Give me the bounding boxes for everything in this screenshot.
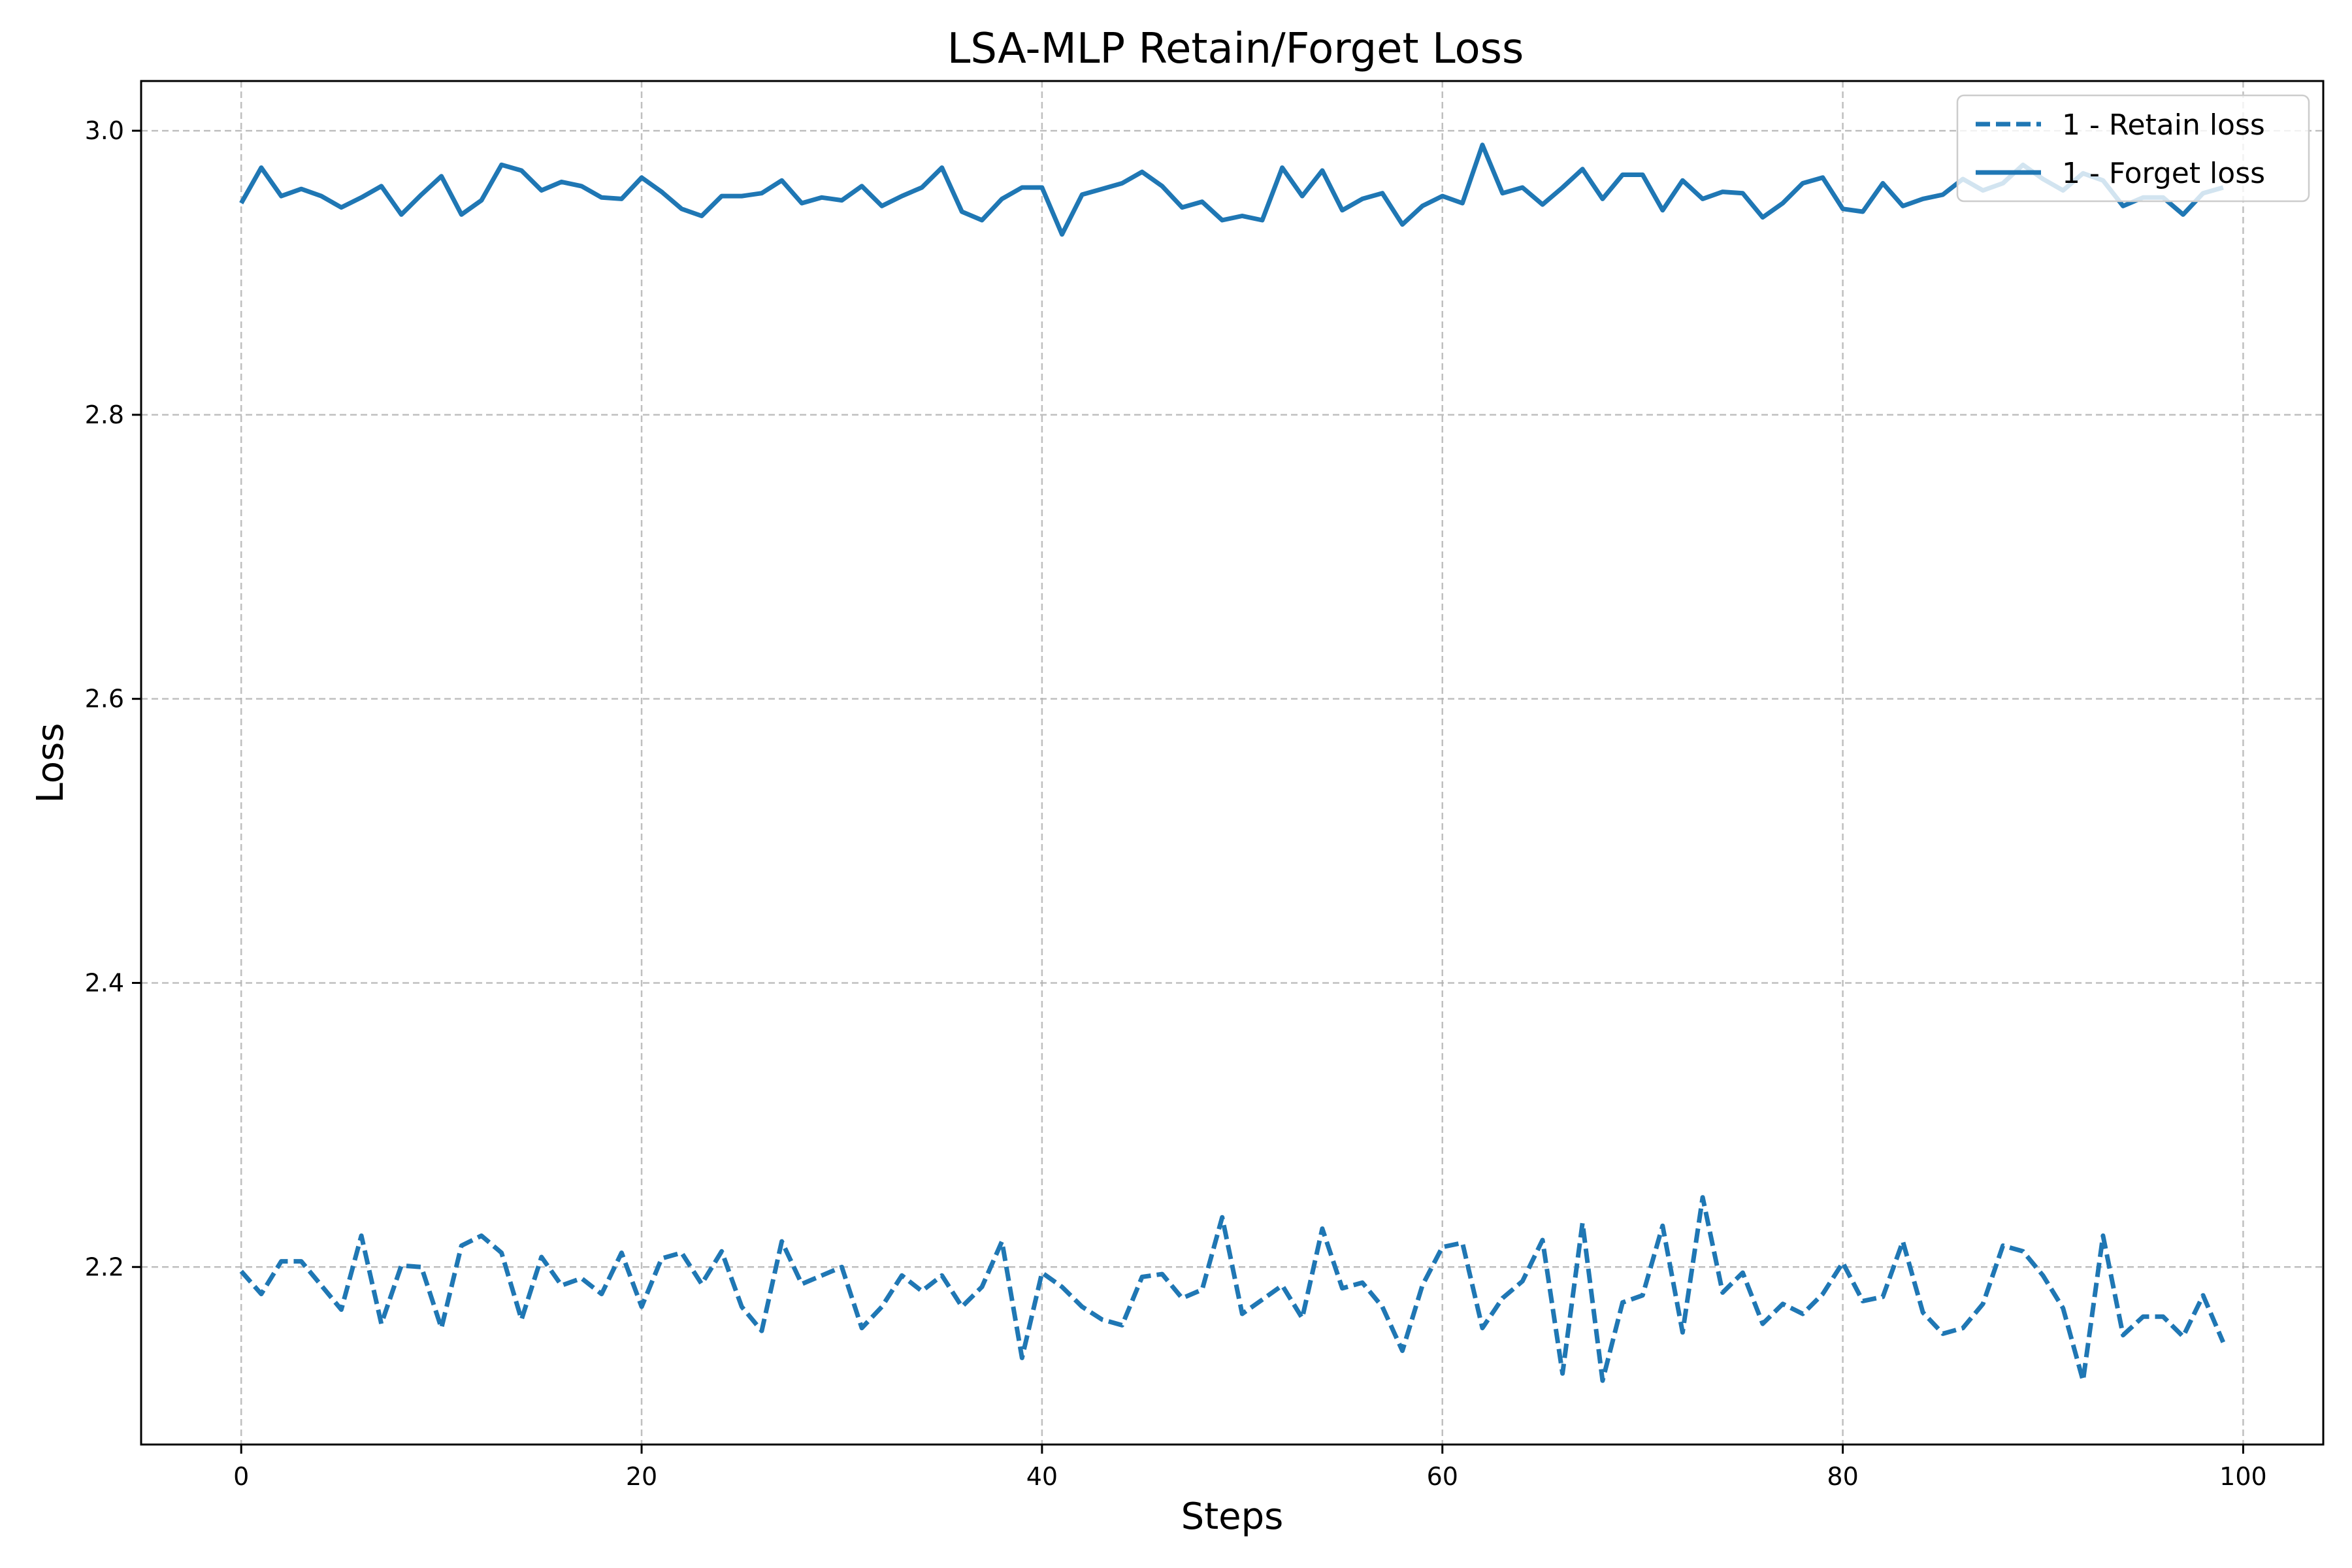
chart-title: LSA-MLP Retain/Forget Loss [947, 25, 1524, 73]
y-tick-label: 2.8 [85, 400, 124, 429]
legend-frame [1956, 94, 2310, 203]
series-layer [239, 142, 2226, 1383]
y-tick-label: 2.2 [85, 1252, 124, 1281]
y-axis-label: Loss [29, 723, 72, 804]
x-tick-label: 60 [1427, 1462, 1458, 1491]
legend-label-retain: 1 - Retain loss [2062, 108, 2265, 142]
series-line-forget-loss [239, 142, 2224, 237]
legend-label-forget: 1 - Forget loss [2062, 157, 2265, 190]
axes-frame [140, 80, 2325, 1446]
legend: 1 - Retain loss 1 - Forget loss [1956, 94, 2310, 203]
y-tick-label: 2.6 [85, 685, 124, 713]
x-tick-label: 20 [626, 1462, 657, 1491]
series-line-retain-loss [239, 1195, 2226, 1383]
x-axis-label: Steps [1181, 1495, 1284, 1538]
y-tick-label: 3.0 [85, 116, 124, 145]
y-tick-label: 2.4 [85, 968, 124, 997]
ticks: 0 20 40 60 80 100 2.2 2.4 2.6 2.8 3.0 [85, 116, 2267, 1491]
x-tick-label: 40 [1026, 1462, 1058, 1491]
x-tick-label: 0 [233, 1462, 249, 1491]
x-tick-label: 100 [2219, 1462, 2267, 1491]
x-tick-label: 80 [1827, 1462, 1858, 1491]
